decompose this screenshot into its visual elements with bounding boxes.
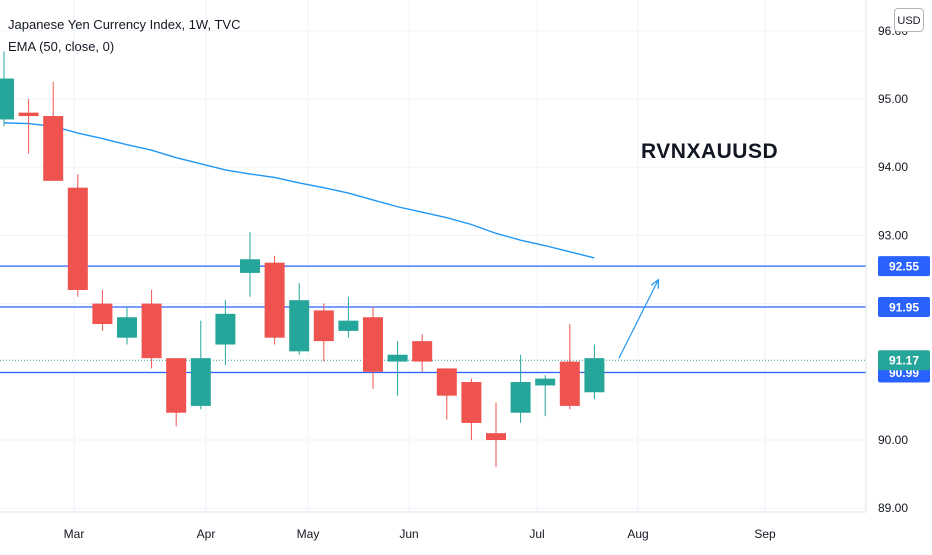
candle[interactable] — [166, 358, 187, 427]
candle[interactable] — [510, 354, 531, 423]
candle-body — [412, 341, 433, 362]
candle[interactable] — [141, 289, 162, 369]
x-tick-label: Sep — [754, 527, 776, 541]
candle-body — [264, 262, 285, 338]
x-tick-label: Aug — [627, 527, 648, 541]
candle[interactable] — [117, 307, 137, 345]
candle-body — [141, 303, 162, 359]
x-tick-label: Jul — [529, 527, 544, 541]
x-tick-label: May — [297, 527, 320, 541]
price-level-badge — [878, 256, 930, 277]
candle-body — [584, 358, 605, 393]
candle-body — [166, 358, 187, 413]
candle[interactable] — [313, 303, 334, 362]
candle-body — [363, 317, 383, 372]
candle[interactable] — [67, 174, 88, 297]
candle-body — [289, 300, 310, 352]
candle[interactable] — [461, 378, 482, 440]
candle-body — [215, 313, 236, 345]
y-tick-label: 89.00 — [878, 501, 908, 515]
candle[interactable] — [92, 289, 113, 331]
y-tick-label: 94.00 — [878, 160, 908, 174]
candle-body — [43, 116, 64, 181]
candle[interactable] — [190, 320, 211, 410]
x-tick-label: Mar — [64, 527, 85, 541]
candle-body — [461, 382, 482, 423]
candle-body — [535, 378, 556, 386]
price-level-badge — [878, 297, 930, 318]
x-tick-label: Jun — [399, 527, 418, 541]
arrow-line — [618, 279, 659, 359]
chart-annotation-text: RVNXAUUSD — [641, 140, 779, 163]
candle-body — [559, 361, 580, 406]
candle[interactable] — [559, 324, 580, 410]
candle-body — [92, 303, 113, 325]
symbol-title[interactable]: Japanese Yen Currency Index, 1W, TVC — [8, 17, 241, 32]
candle[interactable] — [535, 375, 556, 417]
candle[interactable] — [363, 307, 383, 389]
candle-body — [313, 310, 334, 342]
currency-button[interactable]: USD — [894, 8, 924, 32]
y-tick-label: 90.00 — [878, 433, 908, 447]
candle[interactable] — [387, 341, 408, 396]
price-level-badge-label: 91.95 — [889, 301, 919, 315]
candle-body — [510, 382, 531, 413]
candle-body — [240, 259, 260, 273]
ema-line — [3, 122, 595, 259]
candle[interactable] — [0, 51, 14, 127]
x-tick-label: Apr — [197, 527, 216, 541]
price-level-badge-label: 92.55 — [889, 260, 919, 274]
candle-body — [486, 433, 506, 440]
last-price-badge-label: 91.17 — [889, 354, 919, 368]
last-price-badge — [878, 350, 930, 371]
y-tick-label: 95.00 — [878, 92, 908, 106]
candle-body — [387, 354, 408, 362]
candle[interactable] — [412, 334, 433, 372]
candle[interactable] — [584, 344, 605, 400]
candle[interactable] — [289, 283, 310, 355]
candle-body — [0, 78, 14, 120]
candle-body — [18, 112, 39, 117]
candle[interactable] — [436, 368, 457, 420]
candle-body — [117, 317, 137, 338]
candle-body — [436, 368, 457, 396]
y-tick-label: 93.00 — [878, 228, 908, 242]
candle[interactable] — [240, 231, 260, 297]
time-axis-bg — [0, 512, 932, 550]
candle-body — [338, 320, 359, 331]
candle[interactable] — [338, 296, 359, 338]
candle[interactable] — [215, 300, 236, 365]
arrow-head — [650, 278, 659, 289]
indicator-label[interactable]: EMA (50, close, 0) — [8, 39, 115, 54]
candle-body — [190, 358, 211, 406]
candle[interactable] — [43, 81, 64, 181]
candle[interactable] — [486, 402, 506, 468]
candle[interactable] — [264, 255, 285, 345]
candle-body — [67, 187, 88, 290]
chart-legend: Japanese Yen Currency Index, 1W, TVC EMA… — [8, 14, 240, 58]
candle[interactable] — [18, 99, 39, 154]
